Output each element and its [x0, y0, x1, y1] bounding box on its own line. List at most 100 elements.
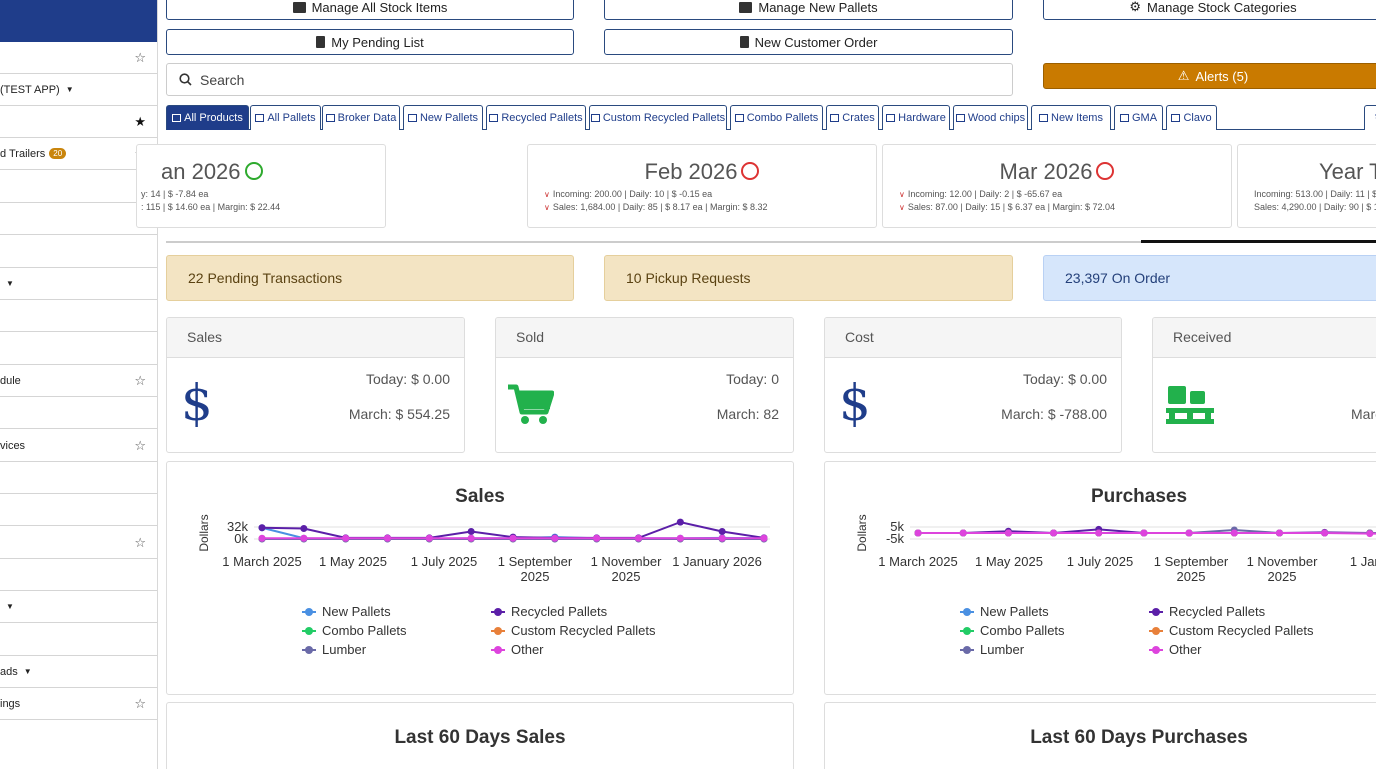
- sidebar-item-label: vices: [0, 439, 26, 452]
- month-line2: ∨ Sales: 1,684.00 | Daily: 85 | $ 8.17 ea…: [544, 202, 768, 212]
- tab-wood-chips[interactable]: Wood chips: [953, 105, 1028, 130]
- alerts-button[interactable]: ⚠ Alerts (5): [1043, 63, 1376, 89]
- my-pending-list-button[interactable]: My Pending List: [166, 29, 574, 55]
- legend-item[interactable]: Lumber: [960, 642, 1024, 657]
- x-tick-label: 1 September: [1154, 554, 1229, 569]
- favorite-star-icon[interactable]: ☆: [134, 50, 146, 65]
- tab-all-pallets[interactable]: All Pallets: [250, 105, 321, 130]
- legend-label: Custom Recycled Pallets: [511, 623, 656, 638]
- legend-marker: [960, 626, 974, 636]
- legend-marker: [302, 607, 316, 617]
- tab-gma[interactable]: GMA: [1114, 105, 1163, 130]
- legend-item[interactable]: Other: [491, 642, 544, 657]
- favorite-star-icon[interactable]: ☆: [134, 696, 146, 711]
- summary-scroll-indicator[interactable]: [1141, 240, 1376, 243]
- sidebar-item[interactable]: [0, 624, 157, 656]
- purchases-chart[interactable]: Dollars 5k-5k 1 March 2025 1 May 2025 1 July…: [825, 462, 1376, 695]
- sidebar-item[interactable]: (TEST APP) ▼: [0, 74, 157, 106]
- sidebar-item[interactable]: [0, 462, 157, 494]
- sales-chart-title: Sales: [455, 486, 505, 507]
- legend-item[interactable]: New Pallets: [960, 604, 1049, 619]
- series-line-other: [918, 532, 1376, 535]
- sidebar-item[interactable]: [0, 203, 157, 235]
- tab-broker-data[interactable]: Broker Data: [322, 105, 400, 130]
- tab-new-items[interactable]: New Items: [1031, 105, 1111, 130]
- legend-item[interactable]: Recycled Pallets: [1149, 604, 1265, 619]
- tab-custom-recycled-pallets[interactable]: Custom Recycled Pallets: [589, 105, 727, 130]
- favorite-star-icon[interactable]: ☆: [134, 438, 146, 453]
- favorite-star-icon[interactable]: ☆: [134, 535, 146, 550]
- last-60-purchases-title: Last 60 Days Purchases: [1030, 727, 1248, 748]
- sidebar-item[interactable]: [0, 171, 157, 203]
- sales-card: Sales $ Today: $ 0.00 March: $ 554.25: [166, 317, 465, 453]
- data-point: [509, 534, 517, 542]
- tab-label: Custom Recycled Pallets: [602, 112, 726, 124]
- manage-new-pallets-button[interactable]: Manage New Pallets: [604, 0, 1013, 20]
- month-summary-card: Feb 2026 ∨ Incoming: 200.00 | Daily: 10 | …: [527, 144, 877, 228]
- favorite-star-icon[interactable]: ☆: [134, 373, 146, 388]
- legend-label: Recycled Pallets: [1169, 604, 1266, 619]
- new-customer-order-button[interactable]: New Customer Order: [604, 29, 1013, 55]
- manage-all-stock-button[interactable]: Manage All Stock Items: [166, 0, 574, 20]
- tab-label: Crates: [842, 112, 875, 124]
- category-tabs: All Products All Pallets Broker Data New Pa…: [166, 105, 1376, 130]
- data-point: [1050, 529, 1058, 537]
- search-input[interactable]: [200, 71, 980, 88]
- legend-item[interactable]: Custom Recycled Pallets: [491, 623, 656, 638]
- x-tick-label: 2025: [1177, 569, 1206, 584]
- pickup-requests-box[interactable]: 10 Pickup Requests: [604, 255, 1013, 301]
- tab-crates[interactable]: Crates: [826, 105, 879, 130]
- sidebar-item[interactable]: ★: [0, 106, 157, 138]
- tab-new-pallets[interactable]: New Pallets: [403, 105, 483, 130]
- y-tick-label: 32k: [227, 519, 248, 534]
- sidebar-item[interactable]: [0, 300, 157, 332]
- sidebar-item[interactable]: ▼: [0, 591, 157, 623]
- y-axis-label: Dollars: [197, 514, 211, 551]
- sidebar-item[interactable]: [0, 397, 157, 429]
- legend-item[interactable]: Combo Pallets: [960, 623, 1065, 638]
- legend-item[interactable]: Recycled Pallets: [491, 604, 607, 619]
- sidebar-item[interactable]: [0, 559, 157, 591]
- tab-recycled-pallets[interactable]: Recycled Pallets: [486, 105, 586, 130]
- legend-marker: [960, 645, 974, 655]
- pending-transactions-box[interactable]: 22 Pending Transactions: [166, 255, 574, 301]
- on-order-box[interactable]: 23,397 On Order: [1043, 255, 1376, 301]
- last-60-purchases-panel: Last 60 Days Purchases: [824, 702, 1376, 769]
- tab-all-products[interactable]: All Products: [166, 105, 249, 130]
- search-bar[interactable]: [166, 63, 1013, 96]
- manage-stock-categories-button[interactable]: ⚙ Manage Stock Categories: [1043, 0, 1376, 20]
- tab-combo-pallets[interactable]: Combo Pallets: [730, 105, 823, 130]
- legend-item[interactable]: New Pallets: [302, 604, 391, 619]
- data-point: [593, 534, 601, 542]
- gears-icon: ⚙: [1129, 0, 1142, 14]
- sidebar-item[interactable]: ▼: [0, 268, 157, 300]
- tab-clavo[interactable]: Clavo: [1166, 105, 1217, 130]
- sidebar-item[interactable]: ☆: [0, 527, 157, 559]
- legend-item[interactable]: Combo Pallets: [302, 623, 407, 638]
- legend-item[interactable]: Lumber: [302, 642, 366, 657]
- sidebar-item[interactable]: ads ▼: [0, 656, 157, 688]
- sidebar-item[interactable]: ings ☆: [0, 688, 157, 720]
- sales-month: March: $ 554.25: [348, 406, 450, 422]
- tab-refresh[interactable]: ↻: [1364, 105, 1376, 130]
- sidebar-item[interactable]: [0, 333, 157, 365]
- legend-item[interactable]: Custom Recycled Pallets: [1149, 623, 1314, 638]
- sidebar-item[interactable]: [0, 494, 157, 526]
- y-tick-label: -5k: [886, 531, 905, 546]
- data-point: [1366, 530, 1374, 538]
- sidebar-item[interactable]: dule ☆: [0, 365, 157, 397]
- sidebar-item[interactable]: [0, 236, 157, 268]
- sold-today: Today: 0: [726, 371, 779, 387]
- sidebar-item[interactable]: vices ☆: [0, 430, 157, 462]
- legend-item[interactable]: Other: [1149, 642, 1202, 657]
- x-tick-label: 1 Janua: [1350, 554, 1376, 569]
- data-point: [1004, 529, 1012, 537]
- data-point: [300, 525, 308, 532]
- tab-hardware[interactable]: Hardware: [882, 105, 950, 130]
- favorite-star-icon[interactable]: ★: [134, 114, 146, 129]
- data-point: [1275, 529, 1283, 537]
- legend-marker: [491, 645, 505, 655]
- sidebar-item[interactable]: ☆: [0, 42, 157, 74]
